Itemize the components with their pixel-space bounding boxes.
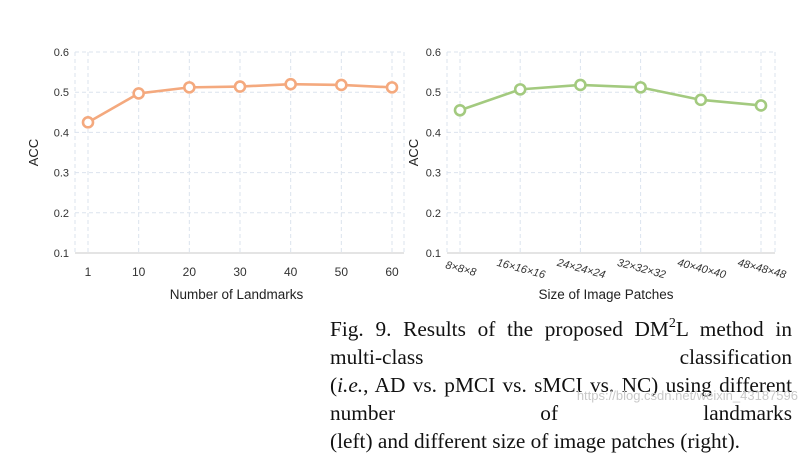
caption-line-1-prefix: Fig. 9. Results of the proposed DM: [330, 317, 669, 341]
caption-line-1: Fig. 9. Results of the proposed DM2L met…: [330, 310, 792, 371]
x-tick-label: 40: [284, 265, 298, 279]
caption-line-1-suffix: L method in multi-class classification: [330, 317, 792, 369]
caption-paren: (: [330, 373, 338, 397]
data-point: [634, 81, 647, 94]
y-tick-label: 0.6: [54, 47, 69, 59]
y-tick-label: 0.5: [54, 87, 69, 99]
figure-caption: Fig. 9. Results of the proposed DM2L met…: [330, 310, 792, 455]
data-point: [81, 116, 95, 129]
x-tick-label: 20: [183, 265, 197, 279]
data-point: [574, 78, 587, 92]
data-point: [183, 81, 196, 94]
data-point: [132, 87, 145, 100]
data-point: [335, 78, 348, 92]
series-line: [459, 83, 762, 112]
x-tick-label: 50: [335, 265, 349, 279]
y-tick-label: 0.3: [426, 168, 441, 180]
x-tick-label: 16×16×16: [495, 257, 547, 282]
y-tick-label: 0.5: [426, 87, 441, 99]
caption-italic-ie: i.e.: [337, 373, 364, 397]
chart-right-patch-size: 0.1 0.2 0.3 0.4 0.5 0.6 8×8×8 16×16×16 24×24×24 3…: [406, 47, 788, 302]
x-tick-label: 48×48×48: [736, 257, 788, 282]
y-tick-label: 0.4: [426, 127, 441, 139]
data-point: [513, 83, 527, 96]
x-tick-label: 1: [85, 265, 92, 279]
caption-line-3: (left) and different size of image patch…: [330, 429, 740, 453]
figure-charts: 0.1 0.2 0.3 0.4 0.5 0.6 1 10 20 30 40 50 60 ACC Number…: [26, 47, 788, 302]
x-axis-title: Size of Image Patches: [538, 287, 673, 302]
y-tick-label: 0.2: [426, 208, 441, 220]
data-point: [385, 81, 399, 94]
x-tick-label: 10: [132, 265, 146, 279]
y-axis-title: ACC: [26, 139, 41, 166]
data-point: [233, 80, 247, 93]
y-tick-label: 0.6: [426, 47, 441, 59]
y-tick-label: 0.3: [54, 168, 69, 180]
x-tick-label: 32×32×32: [616, 257, 667, 281]
data-point: [453, 103, 467, 117]
y-axis-title: ACC: [406, 139, 421, 166]
data-point: [284, 77, 297, 91]
y-tick-label: 0.4: [54, 127, 69, 139]
y-tick-label: 0.1: [426, 248, 441, 260]
x-tick-label: 40×40×40: [676, 257, 728, 282]
x-tick-label: 8×8×8: [444, 259, 478, 279]
data-point: [694, 93, 708, 107]
chart-left-landmarks: 0.1 0.2 0.3 0.4 0.5 0.6 1 10 20 30 40 50 60 ACC Number…: [26, 47, 405, 302]
x-tick-label: 60: [385, 265, 399, 279]
watermark-url: https://blog.csdn.net/weixin_43187596: [576, 388, 798, 403]
x-axis-title: Number of Landmarks: [170, 287, 304, 302]
y-tick-label: 0.1: [54, 248, 69, 260]
data-point: [754, 99, 768, 112]
caption-superscript: 2: [668, 316, 676, 331]
x-tick-label: 30: [233, 265, 247, 279]
x-tick-label: 24×24×24: [555, 257, 607, 282]
y-tick-label: 0.2: [54, 208, 69, 220]
